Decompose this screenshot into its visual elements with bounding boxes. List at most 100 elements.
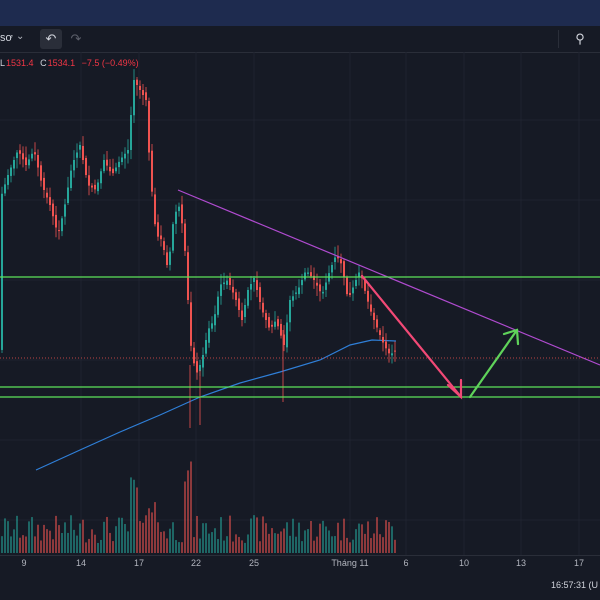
volume-bar — [262, 516, 264, 553]
volume-bar — [148, 508, 150, 553]
projection-arrow-down[interactable] — [360, 274, 463, 400]
volume-bar — [298, 522, 300, 553]
candle-body — [202, 355, 204, 368]
volume-bar — [112, 541, 114, 553]
volume-bar — [202, 523, 204, 553]
candle-body — [85, 158, 87, 175]
candle-body — [178, 206, 180, 212]
candle-body — [118, 161, 120, 168]
volume-bar — [16, 515, 18, 553]
candle-body — [34, 152, 36, 155]
volume-bar — [205, 523, 207, 553]
volume-bar — [94, 534, 96, 553]
volume-bar — [226, 536, 228, 553]
candle-body — [79, 145, 81, 150]
candle-body — [97, 182, 99, 192]
undo-icon[interactable]: ↶ — [40, 29, 62, 49]
volume-bar — [271, 528, 273, 553]
volume-bar — [280, 531, 282, 553]
volume-bar — [334, 536, 336, 553]
candle-body — [349, 292, 351, 295]
x-tick-label: 17 — [573, 558, 585, 568]
volume-bar — [178, 542, 180, 553]
volume-bar — [64, 522, 66, 553]
volume-bar — [82, 519, 84, 553]
candle-body — [322, 291, 324, 294]
volume-bar — [250, 518, 252, 553]
candle-body — [166, 252, 168, 265]
redo-icon[interactable]: ↷ — [70, 31, 82, 46]
candle-body — [58, 230, 60, 232]
volume-bar — [28, 521, 30, 553]
volume-bar — [145, 515, 147, 553]
candle-body — [130, 115, 132, 150]
candle-body — [16, 152, 18, 159]
chevron-down-icon[interactable]: ⌄ — [16, 31, 25, 42]
volume-bar — [160, 531, 162, 553]
volume-bar — [208, 533, 210, 553]
candle-body — [157, 222, 159, 237]
volume-bar — [13, 529, 15, 553]
candle-body — [316, 282, 318, 286]
volume-bar — [184, 481, 186, 553]
volume-bar — [31, 517, 33, 553]
volume-bar — [169, 528, 171, 553]
x-tick-label: 13 — [515, 558, 527, 568]
candle-body — [43, 177, 45, 190]
volume-bar — [265, 523, 267, 553]
volume-bar — [349, 542, 351, 553]
volume-bar — [199, 538, 201, 553]
volume-bar — [136, 487, 138, 553]
volume-bar — [394, 539, 396, 553]
candle-body — [271, 324, 273, 327]
x-tick-label: 9 — [21, 558, 27, 568]
candle-body — [175, 211, 177, 224]
volume-bar — [373, 533, 375, 553]
volume-bar — [319, 523, 321, 553]
volume-bar — [61, 532, 63, 553]
projection-arrow-up[interactable] — [468, 328, 520, 399]
x-tick-label: 10 — [458, 558, 470, 568]
volume-bar — [10, 536, 12, 553]
candle-body — [205, 340, 207, 354]
candle-body — [394, 350, 396, 352]
candle-body — [325, 282, 327, 290]
volume-bar — [337, 522, 339, 553]
volume-bar — [4, 518, 6, 553]
volume-bar — [79, 523, 81, 553]
candle-body — [49, 197, 51, 205]
candle-body — [364, 279, 366, 291]
volume-bar — [58, 525, 60, 553]
candle-body — [307, 272, 309, 274]
candle-body — [367, 290, 369, 302]
volume-bar — [190, 461, 192, 553]
volume-bar — [268, 533, 270, 553]
candle-body — [334, 257, 336, 263]
window-top-bar — [0, 0, 600, 27]
candle-body — [151, 150, 153, 192]
candle-body — [376, 319, 378, 328]
candle-body — [112, 168, 114, 174]
zoom-search-icon[interactable]: ⚲ — [575, 31, 585, 46]
candle-body — [391, 353, 393, 356]
candle-body — [127, 150, 129, 154]
volume-bar — [364, 533, 366, 553]
candle-body — [73, 160, 75, 171]
volume-bar — [214, 528, 216, 553]
candle-body — [292, 296, 294, 301]
volume-bar — [343, 518, 345, 553]
chart-toolbar — [0, 26, 600, 53]
symbol-label[interactable]: sơ — [0, 32, 13, 44]
volume-bar — [85, 542, 87, 553]
volume-bar — [211, 532, 213, 553]
volume-bar — [163, 531, 165, 553]
low-value: 1531.4 — [6, 58, 34, 68]
candle-body — [217, 296, 219, 315]
volume-bar — [103, 521, 105, 553]
volume-bar — [235, 534, 237, 553]
price-chart[interactable] — [0, 52, 600, 556]
volume-bar — [289, 535, 291, 553]
candle-body — [64, 204, 66, 217]
candle-body — [121, 157, 123, 163]
x-axis[interactable]: 9 14 17 22 25 Tháng 11 6 10 13 17 — [0, 556, 600, 574]
